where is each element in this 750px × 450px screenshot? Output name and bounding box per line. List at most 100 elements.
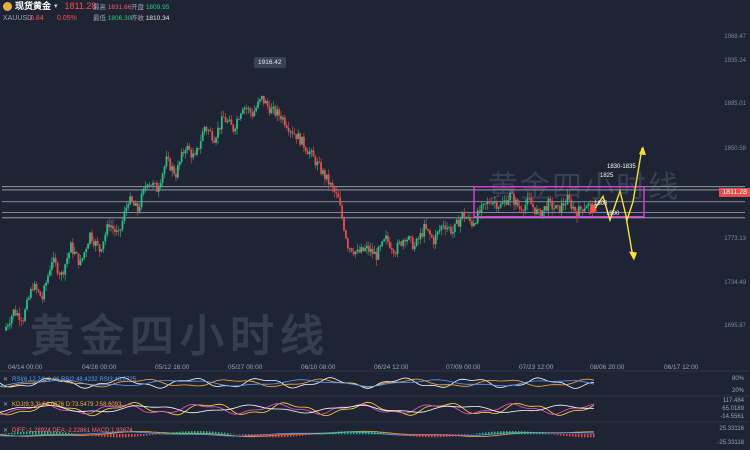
macd-histogram-bar [593,434,595,438]
candle-body [576,211,578,218]
candle-body [110,225,112,228]
macd-legend: ✕ DIFF:-1.28924 DEA:-2.22861 MACD:1.93874 [3,427,133,434]
candle-body [131,196,133,202]
kdj-scale-mid: 65.0189 [722,406,744,412]
macd-histogram-bar [119,434,121,438]
candle-body [513,193,515,205]
macd-histogram-bar [512,431,514,435]
candle-body [390,247,393,250]
candle-body [356,249,359,252]
candle-body [117,230,120,232]
macd-histogram-bar [200,431,202,435]
candle-body [526,198,529,205]
candle-body [568,195,571,200]
candle-body [520,208,523,211]
candle-body [408,236,410,240]
macd-histogram-bar [32,431,34,435]
candle-body [108,224,111,228]
macd-histogram-bar [449,434,451,437]
candle-body [112,225,114,229]
candle-body [8,323,11,326]
close-icon[interactable]: ✕ [3,402,9,408]
candle-body [287,127,290,132]
candle-body [140,193,143,208]
macd-histogram-bar [140,434,142,437]
candle-body [453,223,456,233]
macd-histogram-bar [176,431,178,435]
candle-body [142,188,145,194]
candle-body [89,232,91,244]
chevron-down-icon[interactable]: ▾ [54,3,58,10]
candle-body [121,220,124,230]
candle-body [492,202,494,204]
macd-histogram-bar [278,434,280,438]
candle-body [232,124,235,132]
candle-body [171,166,174,171]
candle-body [71,242,74,254]
candle-body [264,101,267,104]
x-tick-label: 04/26 00:00 [82,364,117,371]
y-tick-label: 1734.49 [724,280,746,286]
candle-body [354,251,357,255]
quote-value: 1810.34 [145,15,170,22]
candle-body [125,207,128,212]
macd-histogram-bar [35,431,37,435]
candle-body [106,224,109,235]
candle-body [495,202,498,209]
macd-histogram-bar [437,434,439,438]
macd-histogram-bar [227,432,229,435]
candle-body [251,112,254,117]
macd-histogram-bar [317,433,319,435]
candle-body [129,196,132,205]
macd-histogram-bar [62,432,64,435]
candle-body [442,225,445,227]
candle-body [509,192,512,201]
candle-body [369,248,372,252]
candle-body [450,227,452,234]
macd-histogram-bar [131,434,133,437]
x-tick-label: 07/23 12:00 [519,364,554,371]
candle-body [289,131,292,133]
macd-histogram-bar [506,431,508,435]
candle-body [345,230,347,239]
macd-histogram-bar [95,434,97,437]
candle-body [50,262,53,271]
candle-body [155,182,158,192]
candle-body [572,206,575,209]
candle-body [148,184,151,186]
range-box [473,185,645,218]
candle-body [314,156,317,166]
candle-body [469,216,471,222]
macd-histogram-bar [563,434,565,436]
candle-body [318,161,321,163]
macd-histogram-bar [356,431,358,435]
candle-body [541,210,544,218]
macd-histogram-bar [254,434,256,437]
macd-histogram-bar [68,432,70,435]
macd-histogram-bar [494,431,496,435]
macd-histogram-bar [473,433,475,435]
macd-histogram-bar [500,431,502,435]
candle-body [400,241,403,246]
candle-body [127,204,130,208]
candle-body [104,234,107,242]
symbol-selector[interactable]: 现货黄金 ▾ 1811.28 [3,2,96,11]
close-icon[interactable]: ✕ [3,428,9,434]
candle-body [79,260,82,266]
close-icon[interactable]: ✕ [3,377,9,383]
candle-body [398,241,401,243]
candle-body [480,205,483,214]
macd-histogram-bar [485,432,487,435]
macd-histogram-bar [554,434,556,435]
candle-body [58,273,61,275]
candle-body [310,150,313,152]
macd-histogram-bar [251,434,253,437]
candle-body [327,174,330,185]
candle-body [113,228,116,232]
candle-body [299,133,301,145]
macd-histogram-bar [458,434,460,436]
candle-body [77,253,80,266]
macd-histogram-bar [557,434,559,436]
candle-body [402,239,405,246]
